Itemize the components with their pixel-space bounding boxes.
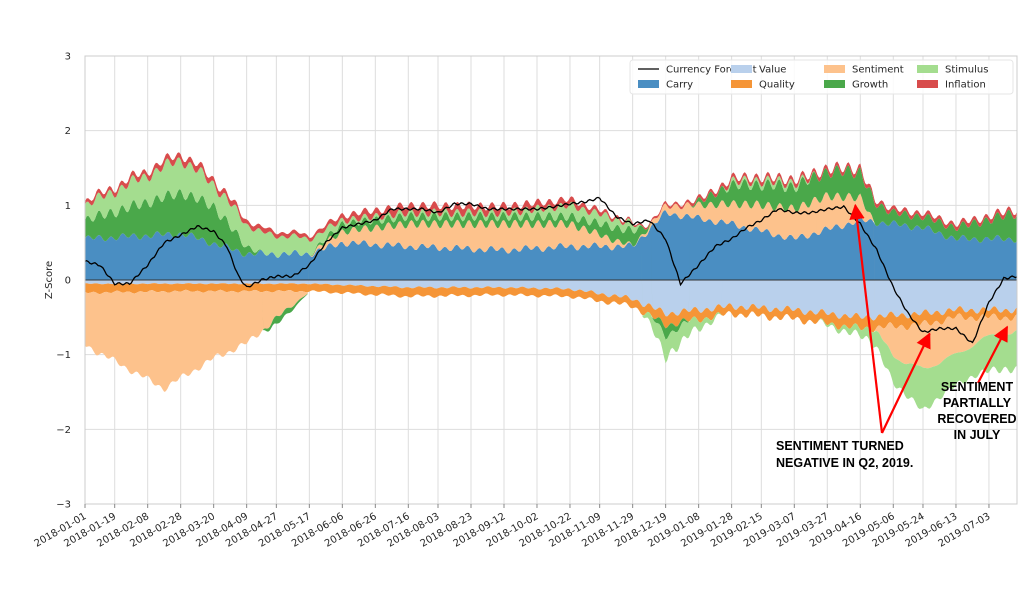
x-axis: 2018-01-012018-01-192018-02-082018-02-28… [33, 504, 992, 550]
annotations: SENTIMENT TURNED NEGATIVE IN Q2, 2019. SEN… [776, 203, 1017, 470]
legend-swatch [824, 80, 845, 88]
forecast-line-group [84, 196, 1018, 344]
legend-label: Currency Forecast [666, 65, 757, 76]
legend-label: Growth [852, 80, 888, 91]
annotation-arrow [849, 203, 884, 434]
annotation-text: SENTIMENT [941, 380, 1014, 394]
legend-label: Stimulus [945, 65, 988, 76]
legend-swatch [731, 80, 752, 88]
legend-label: Sentiment [852, 65, 904, 76]
y-tick-label: 3 [65, 52, 71, 63]
legend-label: Value [759, 65, 786, 76]
y-tick-label: −1 [56, 350, 71, 361]
annotation-text: SENTIMENT TURNED [776, 439, 904, 453]
area-value [85, 280, 1017, 321]
legend-swatch [917, 65, 938, 73]
area-quality [85, 283, 1017, 333]
annotation-arrow [977, 325, 1009, 384]
area-growth [85, 165, 1017, 340]
area-sentiment [85, 192, 1017, 392]
annotation-text: PARTIALLY [943, 396, 1012, 410]
annotation-text: IN JULY [954, 428, 1001, 442]
legend-label: Carry [666, 80, 693, 91]
annotation-text: NEGATIVE IN Q2, 2019. [776, 456, 913, 470]
area-carry [85, 210, 1017, 280]
annotation-arrow [881, 332, 931, 434]
legend-label: Quality [759, 80, 795, 91]
y-tick-label: −3 [56, 500, 71, 511]
legend: Currency Forecast Carry Value Quality Sentim… [629, 59, 1014, 95]
plot-frame [84, 55, 1018, 505]
y-axis: −3 −2 −1 0 1 2 3 [56, 52, 71, 511]
legend-label: Inflation [945, 80, 986, 91]
y-axis-label: Z-Score [44, 261, 55, 299]
y-tick-label: −2 [56, 425, 71, 436]
line-currency-forecast [84, 196, 1018, 344]
legend-swatch [731, 65, 752, 73]
y-tick-label: 1 [65, 201, 71, 212]
annotation-text: RECOVERED [937, 412, 1016, 426]
legend-swatch [824, 65, 845, 73]
y-tick-label: 0 [65, 276, 71, 287]
y-tick-label: 2 [65, 126, 71, 137]
legend-swatch [638, 80, 659, 88]
legend-swatch [917, 80, 938, 88]
